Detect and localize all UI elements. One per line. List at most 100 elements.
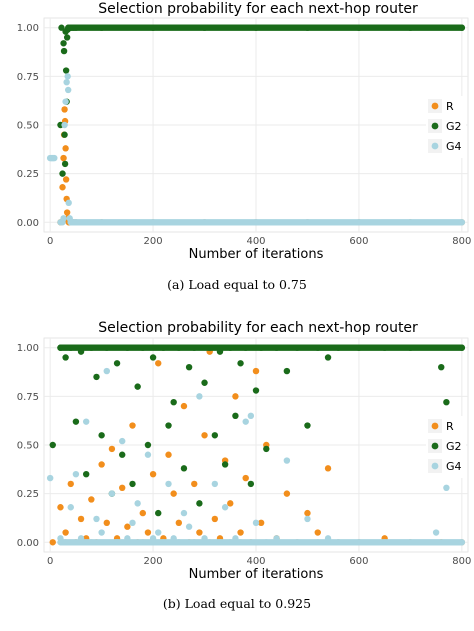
data-point-g4 — [283, 457, 291, 464]
data-point-r — [59, 184, 66, 191]
data-point-g4 — [103, 367, 110, 375]
data-point-r — [124, 523, 131, 530]
x-axis-label: Number of iterations — [189, 247, 324, 262]
data-point-g4 — [129, 519, 136, 527]
data-point-g2 — [252, 387, 260, 394]
data-point-r — [62, 176, 70, 183]
legend: R G2 G4 — [426, 96, 466, 158]
data-point-g4 — [211, 480, 219, 488]
legend-label: G2 — [446, 440, 462, 453]
y-tick-label: 0.75 — [17, 392, 39, 403]
data-point-g4 — [67, 504, 74, 511]
x-tick-label: 400 — [246, 236, 265, 247]
data-point-g2 — [93, 373, 100, 381]
legend-marker — [431, 442, 439, 450]
data-points — [46, 344, 466, 546]
data-point-r — [129, 422, 136, 429]
data-point-r — [60, 154, 67, 162]
data-point-g2 — [180, 465, 188, 472]
data-point-g2 — [72, 418, 80, 425]
x-ticks: 0 200 400 600 800 — [47, 556, 471, 567]
data-point-g4 — [64, 73, 71, 80]
data-point-r — [108, 445, 116, 453]
data-point-g2 — [237, 360, 244, 367]
data-point-g2 — [63, 34, 71, 41]
data-point-r — [119, 484, 126, 491]
x-tick-label: 400 — [246, 556, 265, 567]
x-tick-label: 0 — [47, 236, 53, 247]
legend-label: G2 — [446, 120, 462, 133]
data-point-g4 — [98, 529, 105, 536]
data-point-g2 — [144, 441, 152, 449]
data-point-g2 — [304, 422, 311, 429]
data-point-g2 — [61, 131, 68, 138]
data-point-r — [103, 519, 110, 527]
data-point-g2 — [165, 422, 172, 429]
data-point-r — [62, 529, 69, 536]
data-point-g2 — [247, 480, 255, 488]
x-tick-label: 0 — [47, 556, 53, 567]
data-point-g4 — [65, 199, 72, 207]
legend-marker — [431, 422, 439, 430]
data-point-g2 — [149, 354, 157, 361]
data-point-g2 — [82, 470, 90, 478]
data-point-r — [61, 106, 68, 113]
x-tick-label: 800 — [452, 556, 471, 567]
data-point-r — [201, 432, 208, 439]
data-point-g4 — [134, 500, 141, 507]
data-point-g4 — [144, 451, 152, 458]
chart-panel-a: Selection probability for each next-hop … — [17, 1, 472, 292]
data-point-r — [62, 145, 69, 152]
data-point-r — [232, 393, 239, 400]
y-tick-label: 0.50 — [17, 121, 39, 132]
data-point-r — [175, 519, 183, 527]
x-tick-label: 200 — [144, 556, 163, 567]
data-point-r — [98, 461, 105, 468]
data-point-g4 — [221, 504, 229, 511]
x-axis-label: Number of iterations — [189, 567, 324, 582]
legend-marker — [431, 122, 439, 130]
data-point-g4 — [180, 509, 188, 517]
legend-marker — [431, 142, 439, 150]
y-tick-label: 0.75 — [17, 72, 39, 83]
x-ticks: 0 200 400 600 800 — [47, 236, 471, 247]
data-point-r — [180, 402, 188, 410]
data-point-r — [196, 529, 203, 536]
chart-title: Selection probability for each next-hop … — [98, 1, 418, 17]
data-point-g2 — [196, 500, 203, 507]
chart-panel-b: Selection probability for each next-hop … — [17, 320, 472, 611]
data-point-g2 — [62, 354, 69, 361]
data-point-r — [304, 509, 311, 517]
data-point-g2 — [98, 432, 105, 439]
data-point-g4 — [72, 470, 80, 478]
legend-label: R — [446, 100, 454, 113]
data-point-r — [257, 519, 265, 527]
x-tick-label: 800 — [452, 236, 471, 247]
data-point-r — [211, 515, 219, 523]
data-point-r — [324, 465, 332, 472]
data-point-r — [191, 480, 198, 488]
data-point-g4 — [108, 490, 116, 497]
chart-title: Selection probability for each next-hop … — [98, 320, 418, 336]
y-tick-label: 0.25 — [17, 169, 39, 180]
data-point-r — [88, 496, 95, 503]
data-point-r — [57, 504, 64, 511]
data-point-r — [242, 474, 249, 482]
y-tick-label: 0.25 — [17, 489, 39, 500]
data-point-g2 — [61, 160, 69, 168]
data-point-r — [139, 509, 146, 517]
y-tick-label: 0.00 — [17, 538, 39, 549]
data-point-g4 — [51, 154, 58, 162]
data-point-g2 — [58, 24, 65, 31]
data-point-g4 — [242, 418, 249, 425]
data-point-r — [237, 529, 244, 536]
data-point-g4 — [443, 484, 450, 491]
data-point-r — [63, 209, 71, 216]
y-tick-label: 0.00 — [17, 218, 39, 229]
data-point-g2 — [62, 67, 70, 74]
data-point-g2 — [119, 451, 126, 458]
data-points — [46, 24, 466, 226]
data-point-r — [155, 360, 162, 367]
data-point-g2 — [201, 379, 208, 386]
data-point-g2 — [232, 412, 239, 420]
